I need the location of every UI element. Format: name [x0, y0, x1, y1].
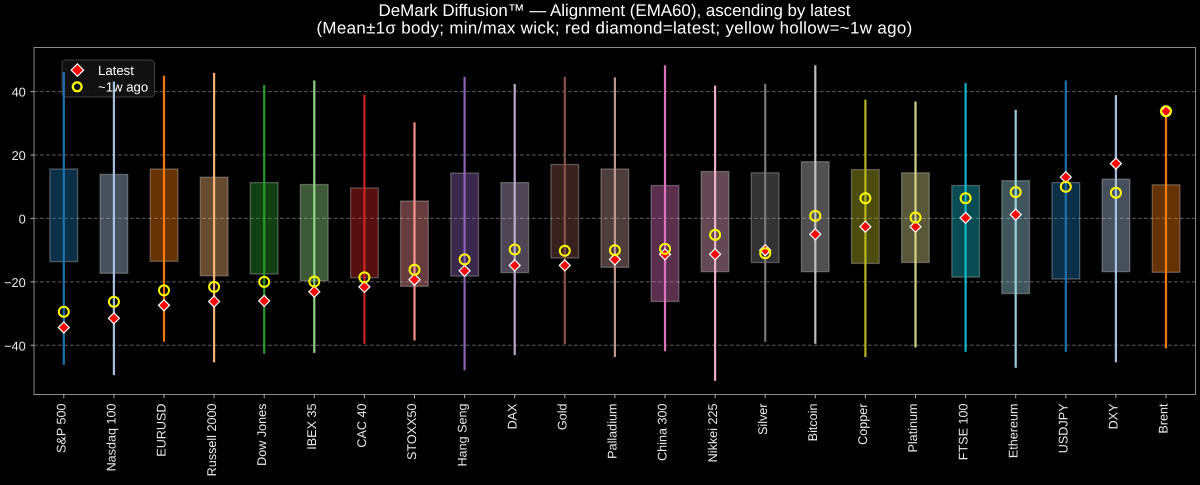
svg-text:Silver: Silver [756, 404, 770, 436]
svg-text:S&P 500: S&P 500 [55, 404, 69, 453]
svg-text:−40: −40 [4, 338, 26, 353]
svg-text:Bitcoin: Bitcoin [806, 404, 820, 442]
svg-text:Platinum: Platinum [906, 404, 920, 453]
svg-text:FTSE 100: FTSE 100 [956, 404, 970, 461]
svg-text:Dow Jones: Dow Jones [255, 404, 269, 466]
svg-text:40: 40 [12, 85, 26, 100]
svg-text:20: 20 [12, 148, 26, 163]
svg-text:CAC 40: CAC 40 [355, 404, 369, 448]
svg-text:Palladium: Palladium [606, 404, 620, 459]
svg-text:Brent: Brent [1157, 403, 1171, 434]
svg-text:USDJPY: USDJPY [1057, 403, 1071, 453]
svg-text:Latest: Latest [98, 63, 134, 78]
svg-text:Nikkei 225: Nikkei 225 [706, 404, 720, 463]
svg-text:IBEX 35: IBEX 35 [305, 404, 319, 450]
svg-text:−20: −20 [4, 275, 26, 290]
svg-text:Copper: Copper [856, 404, 870, 445]
svg-text:DXY: DXY [1107, 403, 1121, 429]
svg-text:STOXX50: STOXX50 [405, 404, 419, 460]
svg-text:(Mean±1σ body; min/max wick; r: (Mean±1σ body; min/max wick; red diamond… [316, 19, 912, 38]
svg-text:Ethereum: Ethereum [1006, 404, 1020, 459]
svg-text:Gold: Gold [556, 404, 570, 431]
svg-text:Russell 2000: Russell 2000 [205, 404, 219, 477]
svg-text:~1w ago: ~1w ago [98, 80, 148, 95]
svg-text:DAX: DAX [505, 403, 519, 429]
svg-text:0: 0 [19, 211, 26, 226]
svg-text:EURUSD: EURUSD [155, 404, 169, 457]
svg-text:Nasdaq 100: Nasdaq 100 [105, 404, 119, 472]
svg-text:China 300: China 300 [656, 404, 670, 461]
svg-text:Hang Seng: Hang Seng [455, 404, 469, 467]
svg-text:DeMark Diffusion™ — Alignment: DeMark Diffusion™ — Alignment (EMA60), a… [379, 1, 851, 20]
